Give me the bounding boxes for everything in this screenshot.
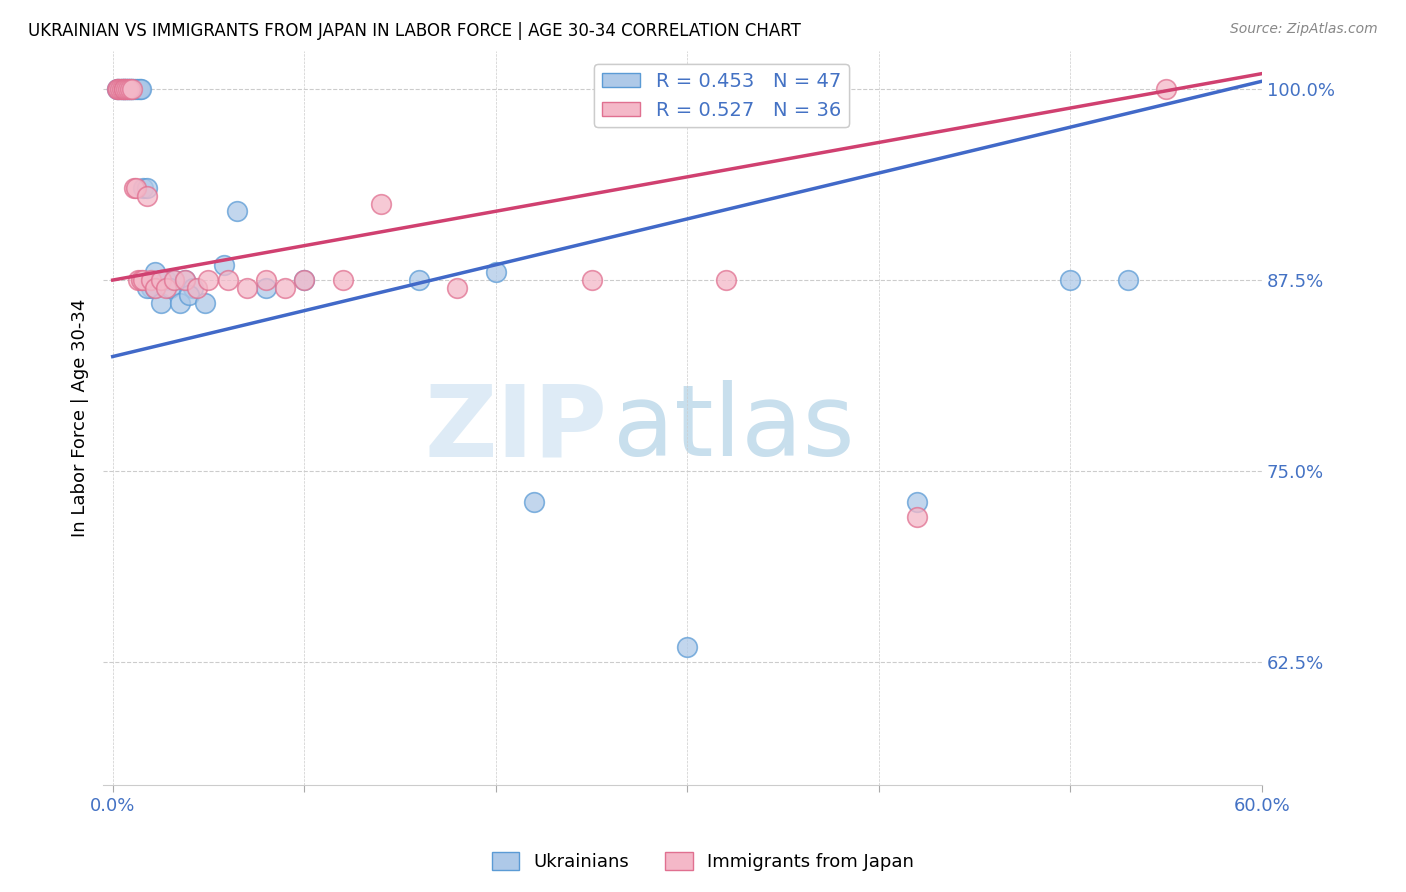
Point: [292, 273, 315, 287]
Point: [143, 265, 166, 279]
Point: [1116, 273, 1139, 287]
Point: [125, 181, 148, 195]
Point: [112, 82, 135, 96]
Point: [143, 281, 166, 295]
Point: [254, 281, 277, 295]
Point: [118, 82, 141, 96]
Point: [117, 82, 139, 96]
Point: [139, 281, 162, 295]
Point: [523, 495, 546, 509]
Point: [121, 82, 143, 96]
Point: [111, 82, 134, 96]
Point: [115, 82, 138, 96]
Point: [136, 181, 159, 195]
Point: [107, 82, 129, 96]
Point: [149, 273, 172, 287]
Text: ZIP: ZIP: [425, 380, 607, 477]
Point: [121, 82, 143, 96]
Point: [174, 273, 197, 287]
Text: UKRAINIAN VS IMMIGRANTS FROM JAPAN IN LABOR FORCE | AGE 30-34 CORRELATION CHART: UKRAINIAN VS IMMIGRANTS FROM JAPAN IN LA…: [28, 22, 801, 40]
Point: [174, 273, 197, 287]
Point: [1154, 82, 1177, 96]
Point: [110, 82, 132, 96]
Point: [111, 82, 134, 96]
Point: [581, 273, 603, 287]
Point: [186, 281, 208, 295]
Point: [117, 82, 139, 96]
Point: [127, 273, 149, 287]
Point: [332, 273, 354, 287]
Point: [127, 82, 149, 96]
Point: [149, 273, 172, 287]
Point: [163, 273, 186, 287]
Point: [163, 273, 186, 287]
Point: [125, 82, 148, 96]
Point: [905, 495, 928, 509]
Point: [159, 281, 181, 295]
Point: [274, 281, 297, 295]
Point: [118, 82, 141, 96]
Point: [111, 82, 134, 96]
Legend: R = 0.453   N = 47, R = 0.527   N = 36: R = 0.453 N = 47, R = 0.527 N = 36: [593, 64, 849, 128]
Point: [714, 273, 737, 287]
Point: [115, 82, 138, 96]
Point: [122, 82, 145, 96]
Point: [131, 82, 153, 96]
Point: [136, 189, 159, 203]
Point: [118, 82, 141, 96]
Point: [112, 82, 135, 96]
Point: [217, 273, 239, 287]
Point: [408, 273, 430, 287]
Point: [292, 273, 315, 287]
Point: [136, 281, 159, 295]
Point: [128, 82, 150, 96]
Legend: Ukrainians, Immigrants from Japan: Ukrainians, Immigrants from Japan: [485, 845, 921, 879]
Text: Source: ZipAtlas.com: Source: ZipAtlas.com: [1230, 22, 1378, 37]
Point: [112, 82, 135, 96]
Point: [179, 288, 201, 302]
Point: [169, 296, 191, 310]
Point: [115, 82, 138, 96]
Point: [105, 82, 128, 96]
Point: [110, 82, 132, 96]
Point: [155, 281, 177, 295]
Point: [131, 273, 153, 287]
Point: [181, 281, 204, 295]
Point: [446, 281, 468, 295]
Point: [236, 281, 259, 295]
Point: [149, 296, 172, 310]
Point: [226, 204, 249, 219]
Point: [370, 196, 392, 211]
Point: [112, 82, 135, 96]
Text: atlas: atlas: [613, 380, 855, 477]
Point: [197, 273, 219, 287]
Point: [107, 82, 129, 96]
Point: [143, 281, 166, 295]
Point: [122, 181, 145, 195]
Point: [117, 82, 139, 96]
Point: [132, 181, 155, 195]
Point: [121, 82, 143, 96]
Point: [485, 265, 508, 279]
Point: [905, 510, 928, 524]
Point: [676, 640, 699, 654]
Point: [1059, 273, 1081, 287]
Point: [254, 273, 277, 287]
Point: [139, 273, 162, 287]
Point: [155, 273, 177, 287]
Point: [212, 258, 235, 272]
Point: [105, 82, 128, 96]
Y-axis label: In Labor Force | Age 30-34: In Labor Force | Age 30-34: [72, 299, 89, 537]
Point: [194, 296, 217, 310]
Point: [132, 273, 155, 287]
